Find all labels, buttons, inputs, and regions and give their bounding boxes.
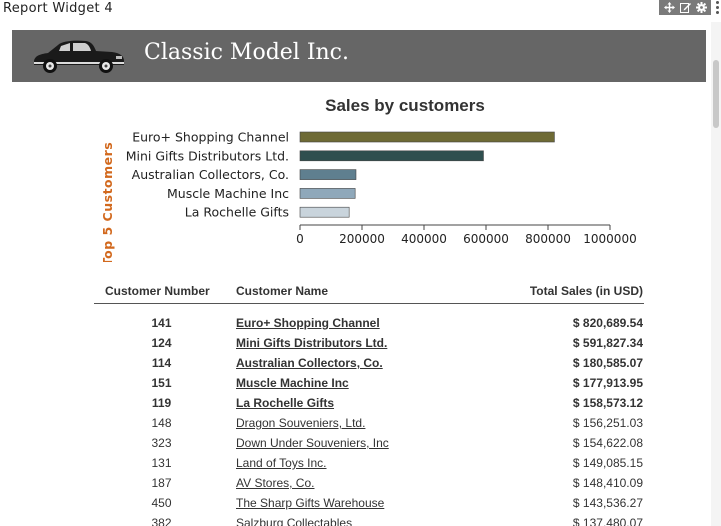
customer-number-cell: 151 [151,376,172,390]
x-tick-label: 800000 [525,232,571,246]
table-row: 323 Down Under Souveniers, Inc $ 154,622.0… [94,433,644,453]
customer-number-cell: 323 [151,436,172,450]
sales-table: Customer Number Customer Name Total Sale… [94,279,644,526]
report-frame: Classic Model Inc. Sales by customers Top… [0,22,710,526]
customer-number-cell: 114 [151,356,172,370]
total-sales-cell: $ 148,410.09 [572,476,643,490]
customer-name-cell: Australian Collectors, Co. [229,353,486,373]
customer-name-cell: Salzburg Collectables [229,513,486,526]
x-tick-label: 400000 [401,232,447,246]
customer-link[interactable]: Down Under Souveniers, Inc [236,436,389,450]
table-row: 148 Dragon Souveniers, Ltd. $ 156,251.03 [94,413,644,433]
category-label: Muscle Machine Inc [167,186,289,201]
x-tick-label: 600000 [463,232,509,246]
category-label: Euro+ Shopping Channel [132,130,289,145]
customer-name-cell: Dragon Souveniers, Ltd. [229,413,486,433]
total-sales-cell: $ 158,573.12 [572,396,643,410]
table-row: 124 Mini Gifts Distributors Ltd. $ 591,827… [94,333,644,353]
customer-link[interactable]: Muscle Machine Inc [236,376,349,390]
total-sales-cell: $ 591,827.34 [572,336,643,350]
table-row: 114 Australian Collectors, Co. $ 180,585.0… [94,353,644,373]
chart-title: Sales by customers [325,96,485,115]
bar [299,206,350,218]
customer-link[interactable]: Euro+ Shopping Channel [236,316,380,330]
customer-name-cell: The Sharp Gifts Warehouse [229,493,486,513]
company-name: Classic Model Inc. [144,40,349,65]
category-label: Australian Collectors, Co. [132,167,289,182]
table-row: 151 Muscle Machine Inc $ 177,913.95 [94,373,644,393]
x-tick-label: 0 [296,232,304,246]
customer-number-cell: 119 [151,396,172,410]
bar [299,131,555,143]
bar [299,188,356,199]
customer-number-cell: 187 [151,476,172,490]
edit-icon[interactable] [679,2,691,13]
widget-toolbar [659,0,711,15]
table-row: 141 Euro+ Shopping Channel $ 820,689.54 [94,304,644,333]
customer-link[interactable]: Land of Toys Inc. [236,456,327,470]
customer-link[interactable]: La Rochelle Gifts [236,396,335,410]
y-axis-label: Top 5 Customers [100,142,115,262]
bar [299,169,357,180]
customer-link[interactable]: Dragon Souveniers, Ltd. [236,416,366,430]
header-customer-name: Customer Name [229,279,486,304]
total-sales-cell: $ 180,585.07 [572,356,643,370]
customer-link[interactable]: Mini Gifts Distributors Ltd. [236,336,388,350]
customer-link[interactable]: Australian Collectors, Co. [236,356,383,370]
x-tick-label: 200000 [339,232,385,246]
customer-name-cell: Mini Gifts Distributors Ltd. [229,333,486,353]
total-sales-cell: $ 154,622.08 [572,436,643,450]
category-label: Mini Gifts Distributors Ltd. [126,148,289,163]
header-total-sales: Total Sales (in USD) [486,279,644,304]
customer-link[interactable]: Salzburg Collectables [236,516,353,526]
sales-chart: Sales by customers Top 5 Customers Euro+ S… [100,96,637,262]
customer-number-cell: 382 [151,516,172,526]
customer-number-cell: 131 [151,456,172,470]
table-row: 450 The Sharp Gifts Warehouse $ 143,536.27 [94,493,644,513]
customer-link[interactable]: The Sharp Gifts Warehouse [236,496,385,510]
customer-name-cell: Land of Toys Inc. [229,453,486,473]
customer-name-cell: Down Under Souveniers, Inc [229,433,486,453]
total-sales-cell: $ 143,536.27 [572,496,643,510]
total-sales-cell: $ 156,251.03 [572,416,643,430]
total-sales-cell: $ 820,689.54 [572,316,643,330]
scrollbar-thumb[interactable] [713,60,719,128]
header-customer-number: Customer Number [94,279,229,304]
table-header-row: Customer Number Customer Name Total Sale… [94,279,644,304]
table-row: 119 La Rochelle Gifts $ 158,573.12 [94,393,644,413]
customer-number-cell: 450 [151,496,172,510]
customer-name-cell: Muscle Machine Inc [229,373,486,393]
customer-name-cell: AV Stores, Co. [229,473,486,493]
vertical-scrollbar[interactable] [711,22,721,526]
table-row: 382 Salzburg Collectables $ 137,480.07 [94,513,644,526]
x-tick-label: 1000000 [583,232,636,246]
vintage-car-logo [30,36,126,81]
customer-number-cell: 148 [151,416,172,430]
report-banner: Classic Model Inc. [12,30,706,82]
widget-title: Report Widget 4 [3,1,113,16]
bar [299,150,484,162]
table-row: 187 AV Stores, Co. $ 148,410.09 [94,473,644,493]
customer-name-cell: La Rochelle Gifts [229,393,486,413]
customer-link[interactable]: AV Stores, Co. [236,476,315,490]
customer-name-cell: Euro+ Shopping Channel [229,304,486,333]
customer-number-cell: 141 [151,316,172,330]
category-label: La Rochelle Gifts [185,205,289,220]
total-sales-cell: $ 137,480.07 [572,516,643,526]
gear-icon[interactable] [695,2,707,13]
total-sales-cell: $ 149,085.15 [572,456,643,470]
customer-number-cell: 124 [151,336,172,350]
kebab-menu-icon[interactable] [716,1,720,14]
move-icon[interactable] [663,2,675,13]
total-sales-cell: $ 177,913.95 [572,376,643,390]
table-row: 131 Land of Toys Inc. $ 149,085.15 [94,453,644,473]
